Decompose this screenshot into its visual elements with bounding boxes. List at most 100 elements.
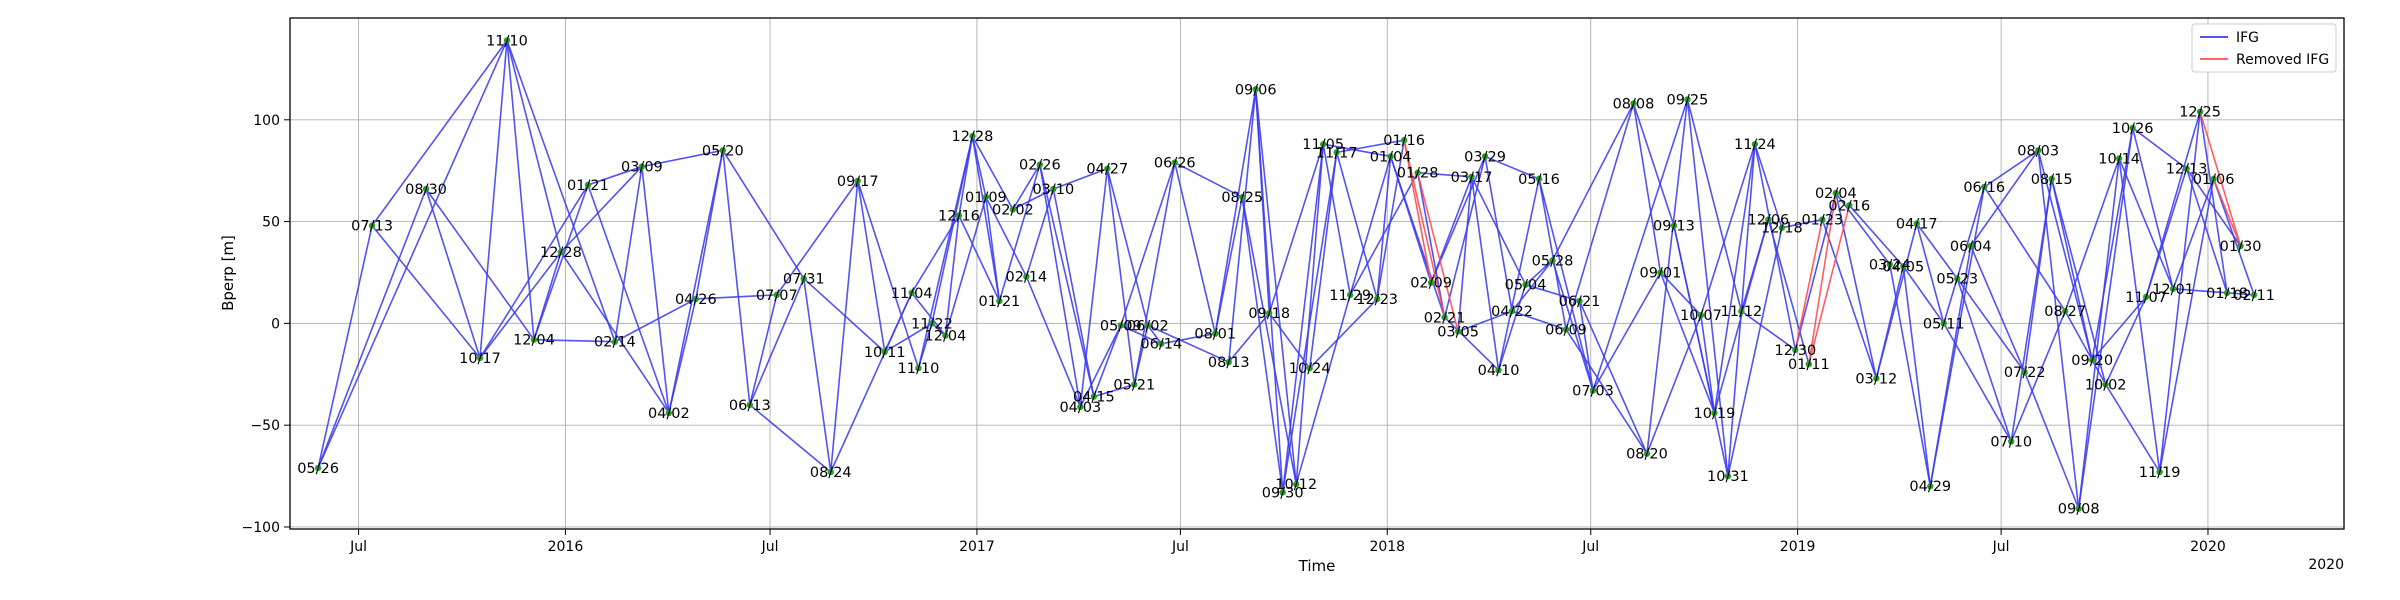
ifg-edge xyxy=(1457,176,1473,332)
acquisition-node xyxy=(955,212,963,219)
ifg-edge xyxy=(1565,329,1648,455)
ifg-edge xyxy=(1376,140,1405,300)
acquisition-node xyxy=(800,275,807,282)
acquisition-label: 12/01 xyxy=(2152,282,2194,298)
acquisition-node xyxy=(942,332,949,339)
ifg-edge xyxy=(1794,192,1837,351)
ifg-edge xyxy=(2050,178,2093,361)
x-tick-label: Jul xyxy=(1581,539,1599,555)
ifg-edge xyxy=(1578,300,1594,391)
ifg-edge xyxy=(1039,164,1082,407)
ifg-edge xyxy=(1133,162,1176,385)
x-axis-label: Time xyxy=(1298,557,1336,575)
ifg-edge xyxy=(1943,322,2012,442)
acquisition-node xyxy=(1846,202,1853,209)
acquisition-label: 06/04 xyxy=(1950,239,1992,255)
acquisition-node xyxy=(2142,293,2150,301)
acquisition-node xyxy=(881,348,888,356)
ifg-edge xyxy=(1754,144,1797,350)
ifg-edge xyxy=(1970,149,2039,247)
acquisition-node xyxy=(638,163,646,170)
acquisition-label: 05/23 xyxy=(1936,272,1978,288)
ifg-edge xyxy=(1295,294,1351,485)
acquisition-label: 09/13 xyxy=(1653,219,1695,235)
acquisition-label: 12/13 xyxy=(2166,162,2208,178)
acquisition-node xyxy=(611,338,619,345)
acquisition-nodes xyxy=(314,37,2258,512)
acquisition-label: 09/08 xyxy=(2058,502,2100,518)
ifg-edge xyxy=(1916,223,1958,280)
ifg-edge xyxy=(2131,127,2174,289)
ifg-edge xyxy=(2091,296,2147,361)
ifg-edge xyxy=(1713,144,1756,414)
acquisition-node xyxy=(2021,369,2028,376)
ifg-edge xyxy=(1335,152,1378,300)
acquisition-node xyxy=(557,248,565,256)
ifg-edge xyxy=(479,40,508,359)
ifg-edge xyxy=(1686,99,1729,477)
ifg-edge xyxy=(1592,272,1662,391)
acquisition-label: 03/24 xyxy=(1869,257,1911,273)
acquisition-label: 04/15 xyxy=(1073,390,1115,406)
acquisition-node xyxy=(1239,193,1246,201)
ifg-edge xyxy=(2118,158,2161,473)
acquisition-node xyxy=(1954,275,1961,282)
ifg-edge xyxy=(985,196,1028,277)
acquisition-label: 06/26 xyxy=(1154,156,1196,172)
acquisition-label: 07/07 xyxy=(756,288,798,304)
acquisition-label: 07/31 xyxy=(783,272,825,288)
ifg-edge xyxy=(1376,156,1392,300)
acquisition-node xyxy=(1036,161,1044,168)
ifg-edge xyxy=(2010,310,2066,442)
acquisition-node xyxy=(915,364,922,372)
x-axis-offset-label: 2020 xyxy=(2308,557,2344,573)
acquisition-label: 05/21 xyxy=(1113,377,1155,393)
ifg-edge xyxy=(317,225,373,469)
acquisition-node xyxy=(2061,307,2069,315)
plot-frame xyxy=(289,17,2345,530)
ifg-edge xyxy=(1308,152,1338,369)
acquisition-label: 01/30 xyxy=(2220,239,2262,255)
ifg-edge xyxy=(2118,158,2174,290)
acquisition-label: 02/16 xyxy=(1828,198,1870,214)
acquisition-label: 02/11 xyxy=(2233,288,2275,304)
ifg-edge xyxy=(1525,283,1580,302)
acquisition-node xyxy=(1967,242,1974,250)
y-axis-ticks: −100 −50 0 50 100 xyxy=(242,113,290,536)
ifg-edge xyxy=(971,135,1001,302)
y-tick-label: 50 xyxy=(262,215,280,231)
acquisition-node xyxy=(422,185,430,193)
grid-lines xyxy=(290,18,2344,529)
ifg-edge xyxy=(1538,178,1594,391)
ifg-edge xyxy=(2199,111,2228,293)
acquisition-node xyxy=(928,320,936,327)
ifg-edge xyxy=(371,225,481,359)
acquisition-label: 11/24 xyxy=(1734,137,1776,153)
acquisition-node xyxy=(908,289,915,297)
x-tick-label: 2019 xyxy=(1780,539,1816,555)
ifg-edge xyxy=(856,180,886,353)
ifg-edge xyxy=(1686,99,1743,312)
acquisition-node xyxy=(1697,312,1705,319)
x-tick-label: Jul xyxy=(1992,539,2010,555)
acquisition-label: 10/17 xyxy=(459,351,501,367)
ifg-edge xyxy=(1565,103,1635,330)
acquisition-node xyxy=(1643,450,1651,457)
ifg-edge xyxy=(1268,143,1324,314)
acquisition-label: 09/30 xyxy=(1262,485,1304,501)
ifg-edge xyxy=(1417,171,1472,178)
acquisition-node xyxy=(1873,375,1880,382)
ifg-edge xyxy=(2037,150,2080,509)
ifg-edge xyxy=(1659,272,1716,414)
ifg-edge xyxy=(1120,162,1176,326)
ifg-edge xyxy=(2145,111,2201,298)
acquisition-node xyxy=(1805,360,1813,368)
acquisition-node xyxy=(1481,153,1489,160)
ifg-edge xyxy=(1389,156,1446,318)
ifg-edge xyxy=(479,184,589,359)
ifg-edge xyxy=(2077,158,2120,509)
x-axis-ticks: Jul 2016 Jul 2017 Jul 2018 Jul 2019 Jul 2020 xyxy=(349,529,2226,555)
acquisition-label: 01/06 xyxy=(2193,172,2235,188)
ifg-edge xyxy=(1106,168,1149,326)
acquisition-label: 03/05 xyxy=(1437,325,1479,341)
